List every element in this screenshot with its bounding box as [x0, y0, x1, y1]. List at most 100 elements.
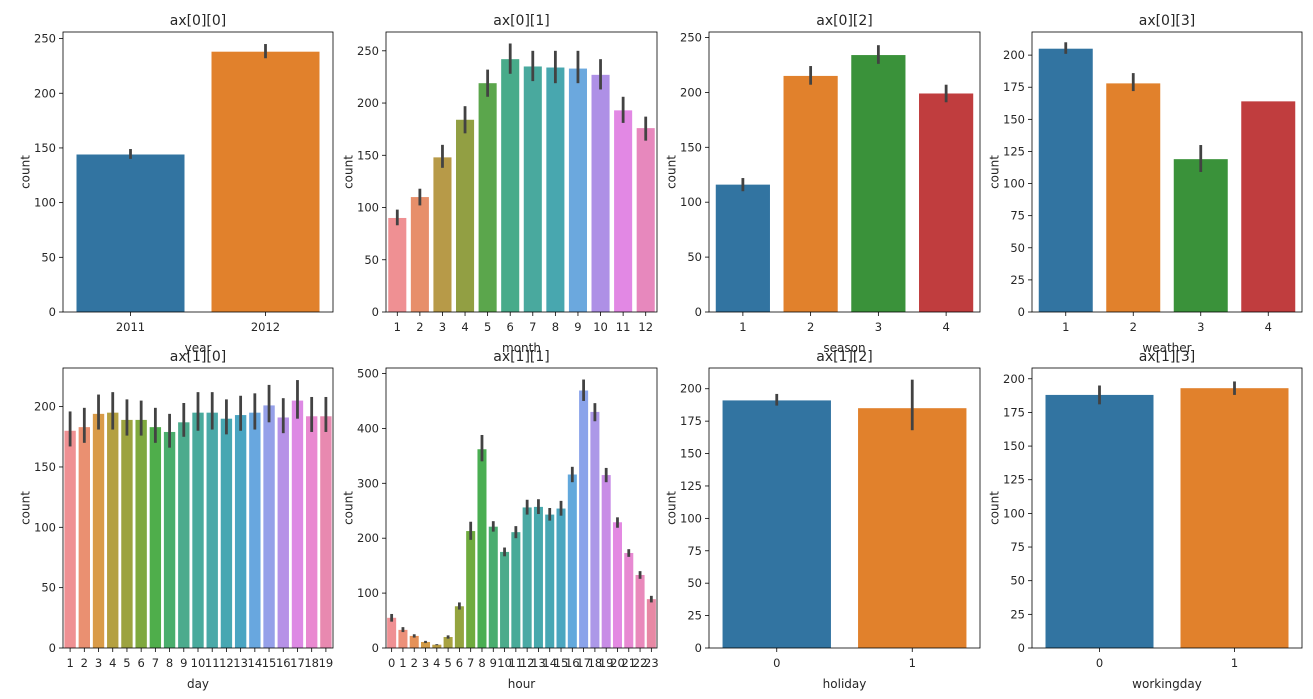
x-axis-label: workingday [1132, 677, 1202, 691]
bar-day-7 [149, 427, 162, 648]
bar-season-4 [919, 93, 974, 313]
axes-frame [1031, 367, 1303, 649]
y-tick-label: 0 [695, 641, 702, 655]
y-axis-label: count [664, 491, 678, 525]
x-tick-label: 17 [576, 656, 591, 670]
bar-hour-1 [398, 629, 408, 648]
bar-hour-11 [511, 532, 521, 648]
x-tick-label: 20 [610, 656, 625, 670]
bar-day-11 [206, 412, 218, 648]
x-tick-label: 2 [81, 656, 88, 670]
chart-title: ax[1][2] [816, 349, 873, 365]
y-tick-label: 75 [687, 544, 702, 558]
x-tick-label: 2 [807, 320, 814, 334]
bar-month-2 [410, 197, 429, 312]
x-tick-label: 3 [422, 656, 429, 670]
y-tick-label: 0 [372, 305, 379, 319]
bar-hour-18 [590, 411, 600, 648]
bar-hour-19 [601, 475, 611, 648]
x-tick-label: 12 [638, 320, 653, 334]
axes-frame [708, 31, 981, 313]
chart-panel-0: 0 50 100 150 200 250 2011 2012 ax[0][0] year count [18, 13, 334, 355]
x-tick-label: 1 [399, 656, 406, 670]
bar-hour-4 [432, 644, 442, 648]
y-tick-label: 150 [680, 447, 702, 461]
y-tick-label: 25 [1010, 273, 1025, 287]
bar-month-9 [568, 68, 587, 312]
axes-frame [385, 367, 658, 649]
bar-day-17 [291, 400, 304, 648]
chart-title: ax[0][1] [493, 13, 550, 29]
x-tick-label: 23 [644, 656, 659, 670]
x-axis-label: year [185, 341, 212, 355]
y-tick-label: 175 [1003, 405, 1025, 419]
bar-day-15 [263, 405, 275, 648]
bar-year-2011 [76, 154, 185, 312]
x-tick-label: 3 [439, 320, 446, 334]
bar-weather-2 [1106, 83, 1161, 312]
bar-weather-4 [1241, 101, 1296, 312]
x-tick-label: 7 [152, 656, 159, 670]
y-tick-label: 0 [372, 641, 379, 655]
bar-hour-15 [556, 508, 566, 648]
x-tick-label: 2011 [116, 320, 145, 334]
y-tick-label: 150 [34, 460, 56, 474]
bar-day-8 [163, 431, 176, 648]
bar-month-5 [478, 83, 497, 312]
x-tick-label: 0 [1096, 656, 1103, 670]
bar-hour-16 [567, 474, 577, 648]
y-axis-label: count [341, 491, 355, 525]
bar-year-2012 [211, 51, 320, 312]
y-tick-label: 50 [687, 250, 702, 264]
bar-weather-3 [1173, 159, 1228, 312]
y-tick-label: 0 [49, 641, 56, 655]
y-tick-label: 100 [34, 196, 56, 210]
chart-title: ax[1][1] [493, 349, 550, 365]
x-tick-label: 17 [290, 656, 305, 670]
x-tick-label: 2012 [251, 320, 280, 334]
y-axis-label: count [987, 155, 1001, 189]
bar-day-9 [178, 422, 190, 648]
chart-title: ax[0][3] [1139, 13, 1196, 29]
x-tick-label: 15 [262, 656, 277, 670]
y-tick-label: 200 [357, 96, 379, 110]
x-tick-label: 8 [478, 656, 485, 670]
x-tick-label: 2 [1130, 320, 1137, 334]
y-tick-label: 300 [357, 476, 379, 490]
axes-frame [708, 367, 981, 649]
y-tick-label: 50 [1010, 241, 1025, 255]
y-tick-label: 50 [687, 576, 702, 590]
bar-day-2 [78, 427, 90, 648]
y-tick-label: 50 [364, 253, 379, 267]
x-axis-label: month [502, 341, 541, 355]
y-tick-label: 200 [34, 400, 56, 414]
x-tick-label: 2 [416, 320, 423, 334]
y-axis-label: count [341, 155, 355, 189]
x-tick-label: 6 [137, 656, 144, 670]
bar-hour-0 [387, 617, 397, 648]
y-tick-label: 250 [680, 30, 702, 44]
y-tick-label: 0 [1018, 305, 1025, 319]
x-tick-label: 5 [444, 656, 451, 670]
x-tick-label: 13 [233, 656, 248, 670]
x-tick-label: 12 [520, 656, 535, 670]
x-tick-label: 21 [621, 656, 636, 670]
y-tick-label: 0 [695, 305, 702, 319]
y-tick-label: 150 [1003, 439, 1025, 453]
x-tick-label: 1 [909, 656, 916, 670]
x-tick-label: 18 [588, 656, 603, 670]
y-tick-label: 75 [1010, 540, 1025, 554]
bar-day-19 [320, 416, 332, 648]
bar-hour-23 [646, 599, 656, 648]
y-tick-label: 100 [357, 586, 379, 600]
x-tick-label: 8 [552, 320, 559, 334]
y-tick-label: 200 [680, 382, 702, 396]
y-tick-label: 200 [357, 531, 379, 545]
y-tick-label: 0 [1018, 641, 1025, 655]
bar-month-4 [456, 119, 475, 312]
x-axis-label: day [187, 677, 209, 691]
x-tick-label: 3 [1197, 320, 1204, 334]
x-tick-label: 3 [95, 656, 102, 670]
chart-title: ax[0][0] [170, 13, 227, 29]
